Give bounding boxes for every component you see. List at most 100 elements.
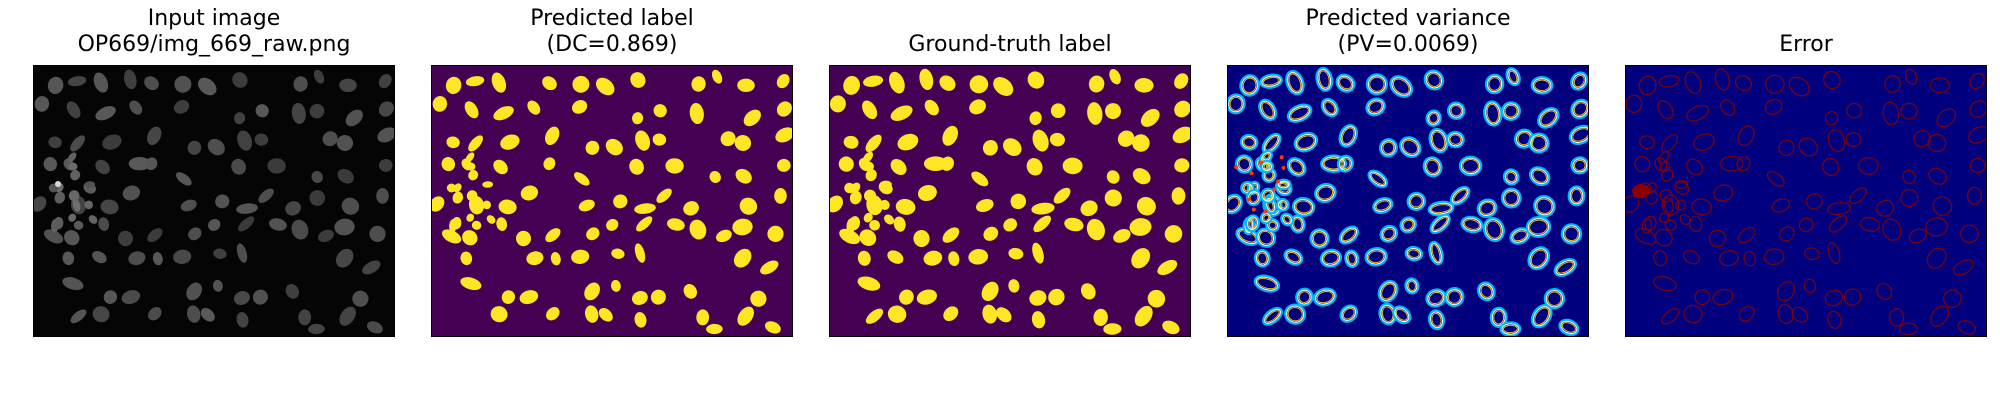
nucleus bbox=[743, 109, 761, 127]
nucleus bbox=[1283, 216, 1291, 223]
nucleus bbox=[982, 139, 998, 156]
nucleus bbox=[213, 248, 227, 259]
nucleus bbox=[432, 96, 448, 112]
nucleus bbox=[1392, 305, 1412, 325]
nucleus bbox=[917, 184, 937, 202]
nucleus bbox=[1527, 246, 1551, 271]
nucleus bbox=[1824, 110, 1839, 126]
nucleus bbox=[293, 76, 308, 92]
nucleus bbox=[1936, 108, 1957, 128]
nucleus bbox=[879, 199, 890, 210]
nucleus bbox=[1319, 248, 1343, 268]
nucleus bbox=[1255, 251, 1269, 266]
panel-title: Predicted label (DC=0.869) bbox=[431, 6, 793, 58]
nucleus bbox=[1689, 216, 1703, 233]
nucleus bbox=[1370, 173, 1385, 185]
nucleus bbox=[1008, 247, 1024, 260]
nucleus bbox=[445, 76, 462, 95]
nucleus bbox=[605, 138, 623, 156]
nucleus bbox=[1968, 126, 1986, 144]
nucleus bbox=[1929, 77, 1951, 94]
nucleus bbox=[1338, 156, 1352, 171]
nucleus bbox=[345, 109, 363, 127]
nucleus bbox=[1268, 221, 1277, 229]
nucleus bbox=[1493, 310, 1505, 325]
nucleus bbox=[231, 158, 246, 175]
nucleus bbox=[1928, 167, 1948, 185]
nucleus bbox=[335, 248, 354, 268]
nucleus bbox=[1658, 151, 1670, 164]
nucleus bbox=[1369, 76, 1385, 92]
nucleus bbox=[887, 250, 904, 264]
nucleus bbox=[1679, 213, 1691, 226]
nucleus bbox=[1488, 77, 1501, 91]
variance-hotspot bbox=[1281, 165, 1286, 170]
nucleus bbox=[1966, 186, 1983, 206]
nucleus bbox=[1528, 166, 1551, 187]
input-image bbox=[34, 66, 394, 336]
nucleus bbox=[1932, 196, 1953, 217]
nucleus bbox=[1309, 228, 1330, 249]
nucleus bbox=[1105, 103, 1121, 120]
nucleus bbox=[252, 289, 268, 305]
nucleus bbox=[1572, 73, 1587, 89]
nucleus bbox=[1243, 137, 1255, 148]
nucleus bbox=[545, 126, 560, 146]
nucleus bbox=[665, 158, 684, 174]
nucleus bbox=[1367, 99, 1384, 115]
nucleus bbox=[775, 127, 792, 143]
nucleus bbox=[1263, 163, 1271, 170]
nucleus bbox=[460, 251, 473, 266]
nucleus bbox=[1366, 249, 1386, 265]
nucleus bbox=[186, 282, 202, 301]
nucleus bbox=[1659, 161, 1671, 172]
nucleus bbox=[1284, 303, 1307, 325]
nucleus bbox=[1504, 104, 1518, 118]
nucleus bbox=[1311, 230, 1328, 247]
nucleus bbox=[1228, 95, 1244, 113]
nucleus bbox=[1237, 156, 1252, 172]
nucleus bbox=[585, 140, 600, 155]
nucleus bbox=[208, 218, 221, 231]
nucleus bbox=[1777, 281, 1796, 302]
nucleus bbox=[1277, 200, 1288, 210]
nucleus bbox=[1900, 102, 1918, 120]
nucleus bbox=[212, 279, 223, 292]
nucleus bbox=[465, 76, 485, 87]
nucleus bbox=[1410, 195, 1423, 208]
nucleus bbox=[610, 279, 621, 292]
nucleus bbox=[1337, 75, 1354, 91]
nucleus bbox=[1684, 71, 1702, 94]
nucleus bbox=[1462, 217, 1482, 232]
nucleus bbox=[147, 126, 162, 146]
title-line-2: (DC=0.869) bbox=[546, 32, 678, 57]
nucleus bbox=[1763, 248, 1785, 266]
nucleus bbox=[1845, 132, 1862, 147]
nucleus bbox=[1320, 97, 1339, 118]
nucleus bbox=[366, 321, 383, 334]
nucleus bbox=[857, 276, 881, 291]
nucleus bbox=[1322, 156, 1345, 171]
nucleus bbox=[1501, 101, 1521, 121]
image-background bbox=[830, 66, 1190, 336]
nucleus bbox=[1431, 204, 1451, 213]
nucleus bbox=[1429, 213, 1451, 234]
nucleus bbox=[865, 308, 884, 324]
nucleus bbox=[1539, 109, 1558, 127]
nucleus bbox=[916, 289, 937, 305]
nucleus bbox=[1395, 308, 1408, 321]
nucleus bbox=[1508, 70, 1518, 83]
nucleus bbox=[1626, 94, 1643, 114]
panel-ground-truth-label: Ground-truth label bbox=[829, 0, 1191, 340]
nucleus bbox=[1737, 125, 1755, 147]
nucleus bbox=[1682, 249, 1700, 265]
nucleus bbox=[128, 157, 151, 171]
nucleus bbox=[1429, 202, 1453, 215]
nucleus bbox=[839, 228, 861, 245]
nucleus bbox=[542, 76, 557, 91]
nucleus bbox=[1248, 217, 1257, 229]
nucleus bbox=[776, 101, 792, 117]
nucleus bbox=[1846, 102, 1863, 119]
nucleus bbox=[1450, 105, 1462, 117]
nucleus bbox=[550, 252, 561, 266]
